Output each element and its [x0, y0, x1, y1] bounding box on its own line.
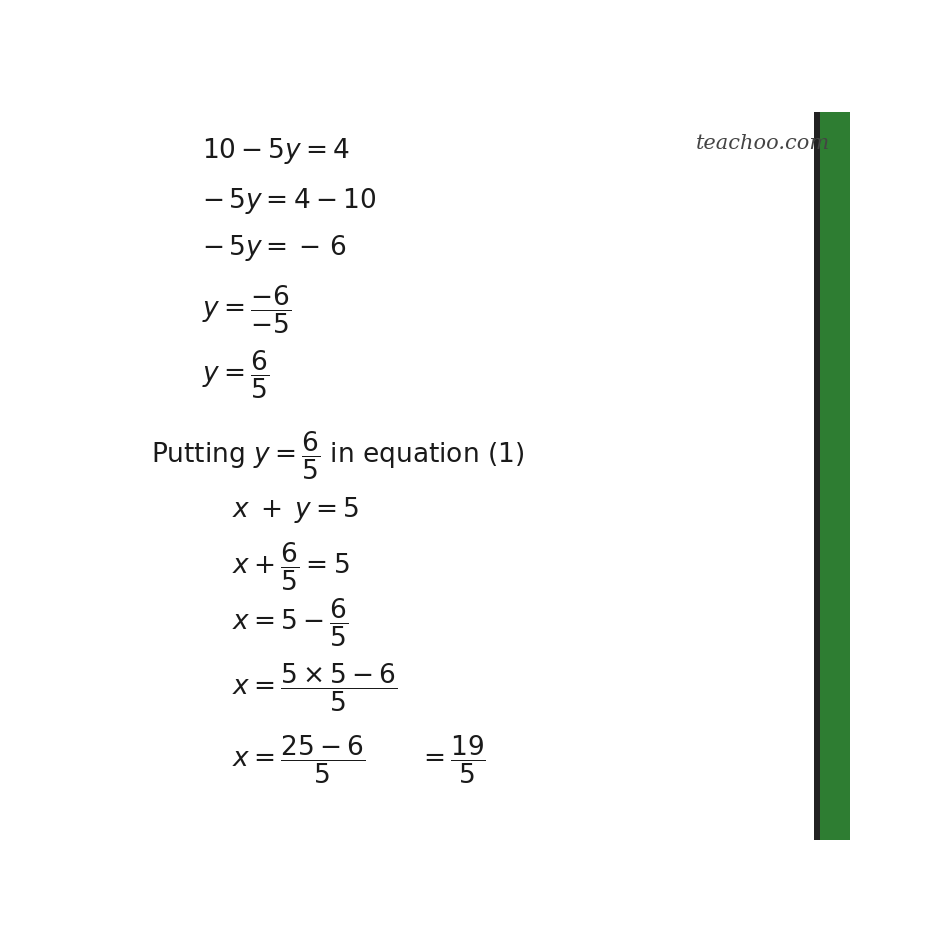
Text: $- \,5y = -\, 6$: $- \,5y = -\, 6$ — [202, 233, 346, 262]
Text: $y = \dfrac{6}{5}$: $y = \dfrac{6}{5}$ — [202, 349, 269, 401]
Text: $x + \dfrac{6}{5} = 5$: $x + \dfrac{6}{5} = 5$ — [231, 540, 349, 592]
Bar — [813, 113, 818, 840]
Text: $x = \dfrac{5 \times 5 - 6}{5}$: $x = \dfrac{5 \times 5 - 6}{5}$ — [231, 662, 397, 714]
Text: teachoo.com: teachoo.com — [695, 134, 829, 153]
Text: $- \,5y = 4 - 10$: $- \,5y = 4 - 10$ — [202, 186, 376, 215]
Bar — [818, 113, 850, 840]
Text: $x = 5 - \dfrac{6}{5}$: $x = 5 - \dfrac{6}{5}$ — [231, 596, 348, 649]
Text: Putting $y = \dfrac{6}{5}$ in equation (1): Putting $y = \dfrac{6}{5}$ in equation (… — [151, 429, 524, 481]
Text: $y = \dfrac{-6}{-5}$: $y = \dfrac{-6}{-5}$ — [202, 283, 292, 336]
Text: $x = \dfrac{25 - 6}{5}$: $x = \dfrac{25 - 6}{5}$ — [231, 733, 364, 784]
Text: $10 - 5y = 4$: $10 - 5y = 4$ — [202, 136, 350, 166]
Text: $= \dfrac{19}{5}$: $= \dfrac{19}{5}$ — [418, 733, 486, 784]
Text: $x \;+\; y = 5$: $x \;+\; y = 5$ — [231, 495, 359, 525]
